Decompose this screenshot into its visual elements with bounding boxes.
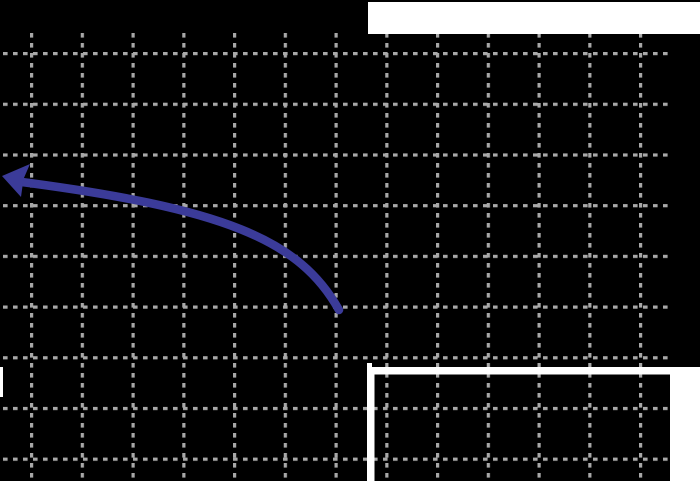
bottom-right-box-left-border <box>367 367 375 481</box>
top-right-white-panel <box>368 2 700 34</box>
arrowhead-icon <box>2 164 30 197</box>
bottom-right-box-right-band <box>670 367 700 481</box>
left-edge-white-sliver <box>0 367 3 397</box>
bottom-right-box-top-border <box>367 367 700 375</box>
grid-horizontal-lines <box>3 52 668 463</box>
bottom-right-box-corner-notch <box>367 363 372 368</box>
curved-arrow-shaft <box>9 176 344 315</box>
